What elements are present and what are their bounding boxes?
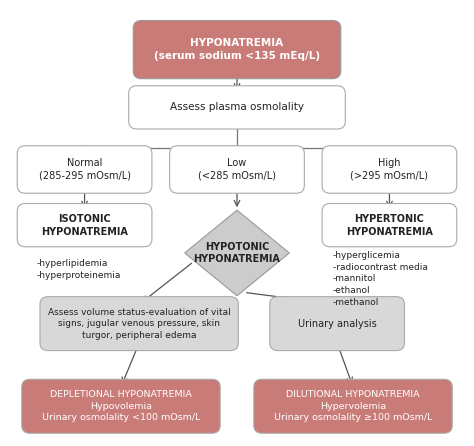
FancyBboxPatch shape bbox=[17, 146, 152, 193]
Text: Assess plasma osmolality: Assess plasma osmolality bbox=[170, 103, 304, 112]
Text: HYPONATREMIA
(serum sodium <135 mEq/L): HYPONATREMIA (serum sodium <135 mEq/L) bbox=[154, 38, 320, 61]
Text: Urinary analysis: Urinary analysis bbox=[298, 318, 376, 329]
FancyBboxPatch shape bbox=[170, 146, 304, 193]
Text: Normal
(285-295 mOsm/L): Normal (285-295 mOsm/L) bbox=[38, 158, 130, 181]
FancyBboxPatch shape bbox=[22, 379, 220, 433]
Text: HYPERTONIC
HYPONATREMIA: HYPERTONIC HYPONATREMIA bbox=[346, 214, 433, 236]
Polygon shape bbox=[185, 210, 289, 296]
Text: -hyperglicemia
-radiocontrast media
-mannitol
-ethanol
-methanol: -hyperglicemia -radiocontrast media -man… bbox=[333, 251, 428, 307]
FancyBboxPatch shape bbox=[322, 203, 457, 247]
FancyBboxPatch shape bbox=[270, 297, 404, 351]
Text: Assess volume status-evaluation of vital
signs, jugular venous pressure, skin
tu: Assess volume status-evaluation of vital… bbox=[48, 308, 230, 339]
FancyBboxPatch shape bbox=[17, 203, 152, 247]
FancyBboxPatch shape bbox=[322, 146, 457, 193]
Text: DILUTIONAL HYPONATREMIA
Hypervolemia
Urinary osmolality ≥100 mOsm/L: DILUTIONAL HYPONATREMIA Hypervolemia Uri… bbox=[274, 390, 432, 422]
Text: -hyperlipidemia
-hyperproteinemia: -hyperlipidemia -hyperproteinemia bbox=[37, 260, 121, 280]
FancyBboxPatch shape bbox=[129, 86, 345, 129]
Text: DEPLETIONAL HYPONATREMIA
Hypovolemia
Urinary osmolality <100 mOsm/L: DEPLETIONAL HYPONATREMIA Hypovolemia Uri… bbox=[42, 390, 200, 422]
Text: HYPOTONIC
HYPONATREMIA: HYPOTONIC HYPONATREMIA bbox=[193, 242, 281, 264]
Text: Low
(<285 mOsm/L): Low (<285 mOsm/L) bbox=[198, 158, 276, 181]
Text: High
(>295 mOsm/L): High (>295 mOsm/L) bbox=[350, 158, 428, 181]
FancyBboxPatch shape bbox=[40, 297, 238, 351]
Text: ISOTONIC
HYPONATREMIA: ISOTONIC HYPONATREMIA bbox=[41, 214, 128, 236]
FancyBboxPatch shape bbox=[254, 379, 452, 433]
FancyBboxPatch shape bbox=[133, 21, 341, 78]
